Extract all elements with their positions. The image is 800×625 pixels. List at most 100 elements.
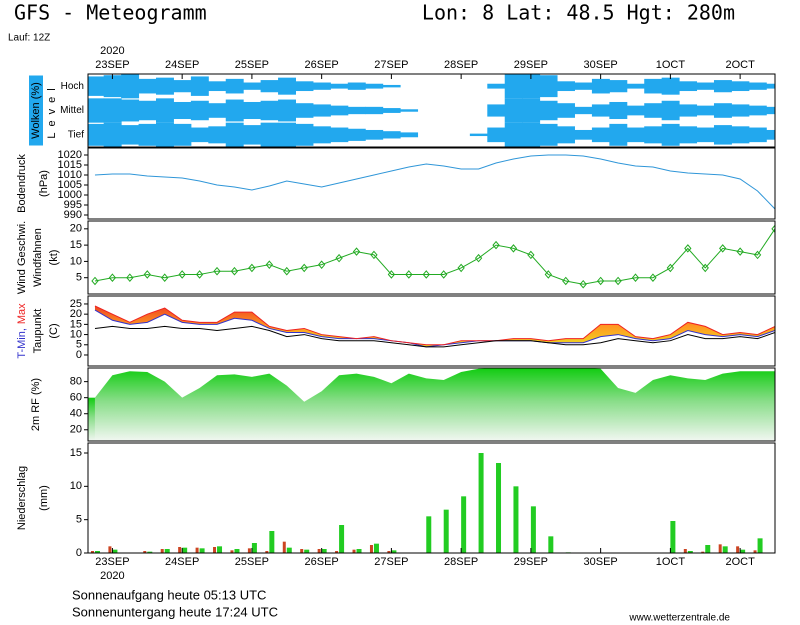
y-axis-label: Taupunkt	[32, 309, 44, 354]
cloud-cell	[208, 126, 227, 144]
cloud-cell	[173, 80, 192, 93]
panel-background	[88, 296, 775, 366]
cloud-cell	[312, 104, 331, 117]
cloud-cell	[382, 84, 401, 88]
y-tick-label: 5	[76, 272, 82, 284]
cloud-cell	[696, 82, 715, 90]
cloud-cell	[487, 104, 506, 117]
panel-frame	[87, 295, 776, 367]
x-tick-label: 26SEP	[305, 59, 339, 71]
panel-background	[88, 443, 775, 553]
marker	[719, 244, 727, 253]
marker	[492, 240, 500, 250]
x-tick-label: 1OCT	[656, 556, 686, 568]
cloud-cell	[696, 105, 715, 116]
x-tick-label: 30SEP	[584, 59, 618, 71]
precip-bar	[387, 551, 391, 553]
precip-bar	[339, 525, 345, 553]
marker	[352, 247, 361, 256]
cloud-cell	[347, 128, 366, 141]
y-tick-label: 20	[70, 308, 82, 320]
cloud-cell	[138, 100, 157, 121]
plot-area	[88, 74, 775, 147]
cloud-cell	[260, 80, 279, 93]
level-label: Tief	[68, 129, 85, 140]
y-tick-label: 1010	[58, 169, 82, 181]
y-tick-label: 15	[70, 318, 82, 330]
precip-bar	[147, 551, 153, 553]
marker	[422, 270, 430, 279]
cloud-cell	[609, 101, 628, 120]
precip-bar	[705, 545, 711, 553]
y-tick-label: 10	[70, 480, 82, 492]
precip-bar	[391, 550, 397, 553]
precip-bar	[182, 547, 188, 553]
cloud-cell	[522, 98, 541, 123]
precip-bar	[356, 549, 362, 553]
panel-frame	[87, 73, 776, 148]
cloud-cell	[190, 76, 209, 96]
cloud-cell	[679, 104, 698, 117]
marker	[91, 276, 99, 286]
sunset: Sonnenuntergang heute 17:24 UTC	[72, 604, 278, 619]
precip-bar	[530, 506, 536, 553]
marker	[370, 250, 378, 260]
marker	[509, 244, 518, 253]
cloud-cell	[748, 127, 767, 143]
y-axis-unit: (hPa)	[38, 170, 50, 197]
precip-bar	[369, 545, 373, 553]
cloud-cell	[504, 74, 523, 99]
precip-bar	[443, 509, 449, 553]
marker	[387, 270, 396, 279]
cloud-cell	[278, 122, 296, 147]
y-axis-label: T-Min, Max	[16, 303, 28, 359]
cloud-cell	[103, 98, 122, 123]
cloud-cell	[260, 122, 279, 147]
cloud-cell	[487, 83, 506, 89]
cloud-cell	[522, 74, 541, 99]
marker	[405, 270, 413, 279]
cloud-cell	[260, 100, 279, 121]
cloud-cell	[504, 98, 523, 123]
y-axis-label: Windfahnen	[32, 228, 44, 287]
cloud-cell	[330, 105, 349, 116]
cloud-cell	[696, 127, 715, 143]
panel-frame	[87, 442, 776, 554]
precip-bar	[300, 549, 304, 553]
cloud-cell	[748, 82, 767, 90]
cloud-cell	[103, 75, 122, 98]
cloud-cell	[748, 105, 767, 116]
cloud-cell	[644, 103, 663, 118]
cloud-cell	[766, 129, 775, 140]
plot-area	[88, 368, 775, 441]
x-tick-label: 2OCT	[725, 556, 755, 568]
cloud-cell	[173, 101, 192, 120]
cloud-cell	[574, 82, 593, 90]
run: Lauf: 12Z	[8, 33, 50, 44]
cloud-cell	[382, 108, 401, 113]
cloud-cell	[609, 80, 628, 93]
cloud-cell	[365, 106, 384, 115]
cloud-cell	[626, 127, 645, 143]
precip-bar	[112, 549, 118, 553]
cloud-cell	[644, 126, 663, 144]
y-tick-label: 0	[76, 547, 82, 559]
y-axis-sublabel: Level	[46, 82, 58, 138]
marker	[684, 244, 692, 253]
y-tick-label: 20	[70, 424, 82, 436]
marker	[317, 260, 326, 269]
y-tick-label: 0	[76, 349, 82, 361]
cloud-cell	[88, 98, 105, 123]
y-tick-label: 990	[64, 209, 82, 221]
cloud-cell	[539, 123, 558, 146]
x-tick-label: 23SEP	[95, 556, 129, 568]
series-name: T-Min,	[16, 328, 28, 359]
cloud-cell	[121, 99, 140, 122]
y-tick-label: 5	[76, 339, 82, 351]
precip-bar	[251, 543, 257, 553]
x-tick-label: 29SEP	[514, 59, 548, 71]
precip-bar	[722, 546, 728, 553]
cloud-cell	[591, 104, 610, 117]
precip-bar	[718, 544, 722, 553]
marker	[579, 279, 587, 289]
